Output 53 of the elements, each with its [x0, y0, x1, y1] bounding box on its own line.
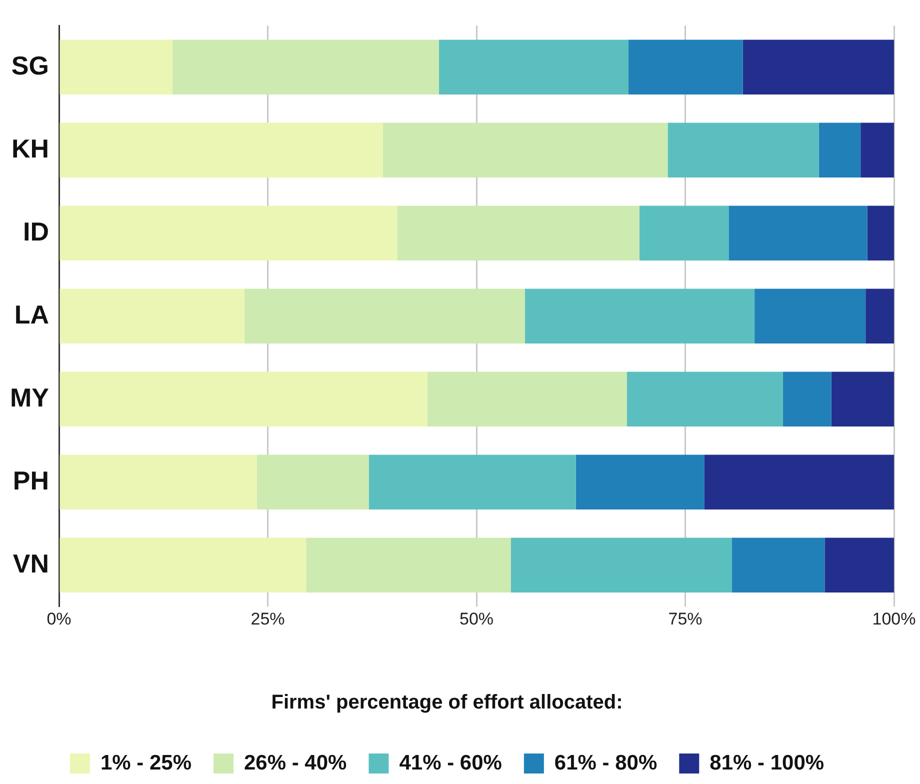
bar [382, 122, 668, 178]
bar [824, 538, 894, 592]
bar [172, 40, 439, 94]
bar [60, 40, 173, 94]
bar [244, 288, 525, 344]
x-tick-label: 75% [668, 609, 702, 628]
bar [742, 40, 894, 94]
legend-title: Firms' percentage of effort allocated: [271, 692, 623, 714]
bar [818, 122, 861, 178]
x-tick-label: 50% [459, 609, 494, 628]
bar [576, 454, 704, 510]
bar [306, 538, 511, 592]
bar [831, 372, 894, 426]
y-tick-label: KH [11, 133, 49, 164]
bar [438, 40, 628, 94]
bar [524, 288, 755, 344]
bar [60, 538, 306, 592]
legend-label: 1% - 25% [100, 751, 192, 774]
bar [639, 206, 729, 260]
bar [782, 372, 832, 426]
bar [397, 206, 640, 260]
bar [754, 288, 866, 344]
legend-label: 61% - 80% [554, 751, 658, 774]
bar [60, 206, 398, 260]
bar [60, 454, 257, 510]
bar [60, 122, 383, 178]
y-tick-label: MY [10, 382, 49, 412]
y-tick-label: SG [11, 50, 49, 80]
bar [628, 40, 743, 94]
bar [510, 538, 732, 592]
y-tick-label: LA [14, 299, 50, 330]
legend-label: 81% - 100% [710, 751, 824, 774]
legend-label: 26% - 40% [244, 751, 348, 774]
y-tick-label: VN [12, 548, 49, 578]
bar [866, 288, 894, 344]
legend-label: 41% - 60% [399, 751, 502, 774]
bar [368, 454, 576, 510]
bar [60, 372, 428, 426]
y-tick-label: ID [23, 216, 49, 246]
bar [626, 372, 783, 426]
bar [732, 538, 825, 592]
bar [728, 206, 868, 260]
y-tick-label: PH [12, 465, 49, 496]
x-tick-label: 0% [46, 609, 72, 628]
x-tick-label: 25% [250, 609, 285, 628]
bar [867, 206, 894, 260]
bar [668, 122, 819, 178]
bar [860, 122, 894, 178]
x-tick-label: 100% [872, 609, 916, 628]
bar [60, 288, 244, 344]
bar [704, 454, 894, 510]
bar [427, 372, 627, 426]
bar [256, 454, 369, 510]
